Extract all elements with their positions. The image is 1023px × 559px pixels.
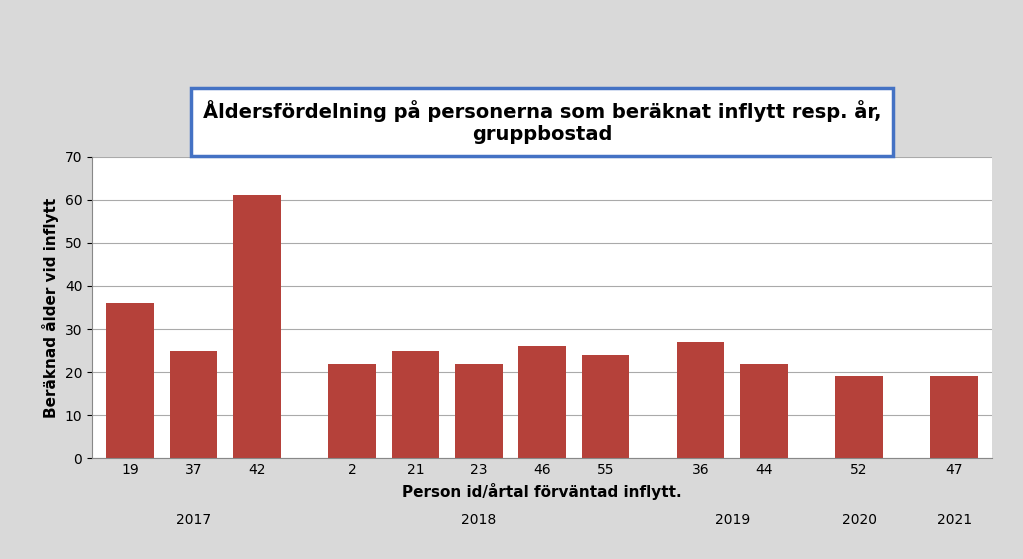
Bar <box>170 350 217 458</box>
Bar <box>233 195 280 458</box>
Bar <box>106 303 153 458</box>
Bar <box>455 363 502 458</box>
Bar <box>741 363 788 458</box>
X-axis label: Person id/årtal förväntad inflytt.: Person id/årtal förväntad inflytt. <box>402 483 682 500</box>
Bar <box>392 350 439 458</box>
Text: 2019: 2019 <box>715 513 750 527</box>
Y-axis label: Beräknad ålder vid inflytt: Beräknad ålder vid inflytt <box>42 197 59 418</box>
Bar <box>519 346 566 458</box>
Bar <box>677 342 724 458</box>
Bar <box>582 355 629 458</box>
Text: 2018: 2018 <box>461 513 496 527</box>
Text: 2021: 2021 <box>937 513 972 527</box>
Text: 2020: 2020 <box>842 513 877 527</box>
Bar <box>931 376 978 458</box>
Bar <box>836 376 883 458</box>
Bar <box>328 363 375 458</box>
Text: 2017: 2017 <box>176 513 211 527</box>
Title: Åldersfördelning på personerna som beräknat inflytt resp. år,
gruppbostad: Åldersfördelning på personerna som beräk… <box>203 100 882 144</box>
